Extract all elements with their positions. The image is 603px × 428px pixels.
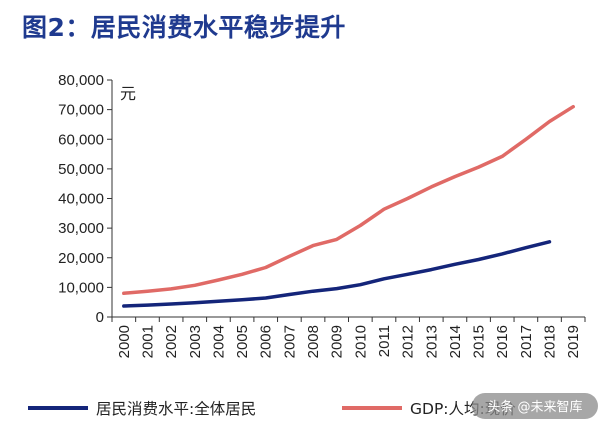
series-layer — [122, 104, 575, 308]
x-tick-label: 2008 — [305, 325, 322, 358]
y-tick-label: 40,000 — [58, 191, 104, 208]
y-tick-label: 30,000 — [58, 220, 104, 237]
x-tick-label: 2011 — [376, 325, 393, 357]
x-tick-label: 2014 — [447, 325, 464, 358]
x-tick-label: 2016 — [494, 325, 511, 358]
legend-label-1: 居民消费水平:全体居民 — [96, 400, 256, 418]
x-tick-label: 2018 — [542, 325, 559, 358]
x-tick-label: 2010 — [352, 325, 369, 358]
x-tick-label: 2006 — [258, 325, 275, 358]
chart-title: 图2：居民消费水平稳步提升 — [22, 13, 346, 42]
watermark-text: 头条 @未来智库 — [487, 399, 582, 415]
y-tick-label: 60,000 — [58, 131, 104, 148]
x-tick-label: 2004 — [210, 325, 227, 358]
x-tick-label: 2009 — [329, 325, 346, 358]
y-tick-label: 80,000 — [58, 72, 104, 89]
y-tick-label: 70,000 — [58, 102, 104, 119]
x-tick-label: 2001 — [139, 325, 156, 358]
x-tick-label: 2019 — [565, 325, 582, 358]
x-tick-label: 2017 — [518, 325, 535, 358]
watermark-badge — [472, 393, 598, 419]
x-tick-label: 2002 — [163, 325, 180, 358]
x-tick-label: 2000 — [116, 325, 133, 358]
x-tick-label: 2007 — [281, 325, 298, 358]
y-tick-label: 20,000 — [58, 250, 104, 267]
x-tick-label: 2013 — [423, 325, 440, 358]
y-tick-label: 50,000 — [58, 161, 104, 178]
axes: 0 10,000 20,000 30,000 40,000 50,000 60,000 70,… — [58, 72, 586, 358]
x-tick-label: 2003 — [187, 325, 204, 358]
y-tick-label: 10,000 — [58, 279, 104, 296]
series-line-2 — [122, 104, 575, 296]
x-tick-label: 2005 — [234, 325, 251, 358]
x-tick-label: 2012 — [400, 325, 417, 358]
watermark: 头条 @未来智库 — [472, 393, 598, 419]
x-tick-label: 2015 — [471, 325, 488, 358]
y-tick-label: 0 — [96, 309, 104, 326]
unit-label: 元 — [120, 84, 136, 103]
legend: 居民消费水平:全体居民 GDP:人均:现价 — [28, 400, 516, 418]
series-line-1 — [122, 240, 552, 308]
